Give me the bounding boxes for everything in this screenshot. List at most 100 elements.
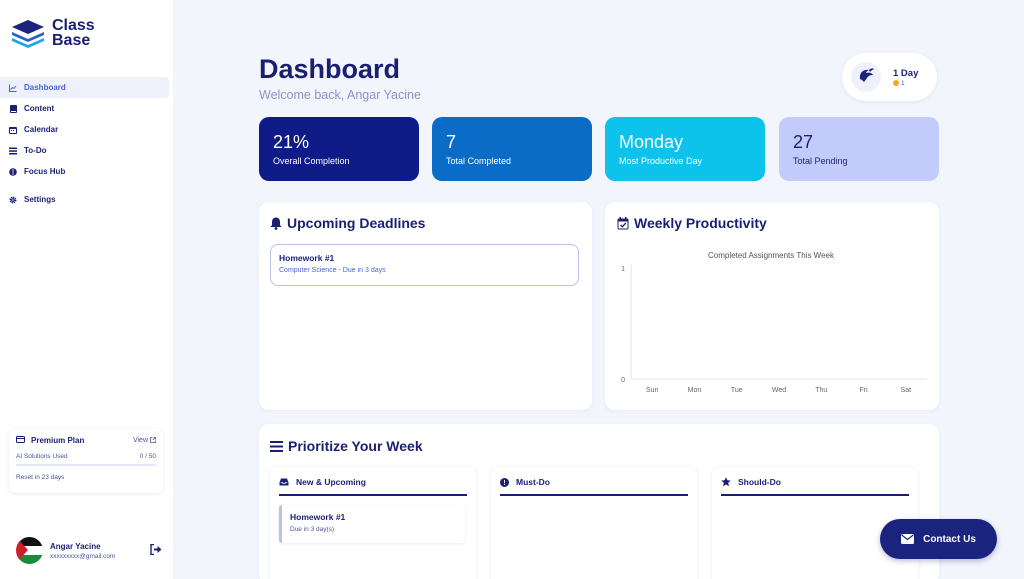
ai-usage-value: 0 / 50 bbox=[139, 453, 156, 460]
data-point bbox=[693, 378, 696, 381]
gear-icon bbox=[9, 196, 17, 204]
calendar-check-icon bbox=[617, 216, 629, 230]
data-point bbox=[735, 378, 738, 381]
task-subtitle: Due in 3 day(s) bbox=[290, 526, 335, 533]
premium-plan-card: Premium Plan View AI Solutions Used 0 / … bbox=[9, 429, 163, 493]
task-title: Homework #1 bbox=[290, 512, 346, 522]
deadlines-title: Upcoming Deadlines bbox=[287, 215, 426, 231]
brain-icon bbox=[9, 167, 17, 176]
stat-total-pending: 27 Total Pending bbox=[779, 117, 939, 181]
sidebar-item-label: Focus Hub bbox=[24, 167, 66, 176]
sidebar-item-label: Calendar bbox=[24, 125, 59, 134]
chart-title: Completed Assignments This Week bbox=[708, 251, 835, 260]
list-icon bbox=[9, 147, 17, 155]
x-tick-label: Wed bbox=[772, 387, 786, 394]
calendar-icon bbox=[9, 126, 17, 134]
column-new-upcoming: New & Upcoming Homework #1 Due in 3 day(… bbox=[270, 468, 476, 579]
sidebar-item-focus-hub[interactable]: Focus Hub bbox=[0, 161, 173, 182]
data-point bbox=[904, 378, 907, 381]
x-tick-label: Tue bbox=[731, 387, 743, 394]
stat-value: Monday bbox=[619, 132, 684, 152]
column-label: Must-Do bbox=[516, 477, 550, 487]
page-subtitle: Welcome back, Angar Yacine bbox=[259, 88, 421, 102]
plan-title: Premium Plan bbox=[31, 436, 85, 445]
x-tick-label: Sun bbox=[646, 387, 659, 394]
y-tick-label: 1 bbox=[621, 266, 625, 273]
app-logo[interactable]: Class Base bbox=[10, 17, 112, 49]
streak-coins: 1 bbox=[901, 79, 905, 87]
sidebar-item-label: Content bbox=[24, 104, 55, 113]
stat-most-productive-day: Monday Most Productive Day bbox=[605, 117, 765, 181]
prioritize-week-card: Prioritize Your Week New & Upcoming Home… bbox=[259, 424, 939, 579]
sidebar: Class Base Dashboard Content Calendar To… bbox=[0, 0, 173, 579]
sidebar-item-settings[interactable]: Settings bbox=[0, 189, 173, 210]
data-point bbox=[862, 378, 865, 381]
x-tick-label: Thu bbox=[815, 387, 827, 394]
stat-label: Most Productive Day bbox=[619, 156, 703, 166]
app-name: Class Base bbox=[52, 17, 95, 49]
x-tick-label: Sat bbox=[901, 387, 912, 394]
weekly-productivity-chart: Completed Assignments This Week 0 1 Sun Mon T… bbox=[621, 251, 927, 394]
stat-value: 21% bbox=[273, 132, 310, 152]
bell-icon bbox=[270, 217, 282, 230]
stat-value: 7 bbox=[446, 132, 457, 152]
logout-icon[interactable] bbox=[150, 542, 162, 560]
star-icon bbox=[721, 477, 731, 487]
data-point bbox=[778, 378, 781, 381]
contact-us-button[interactable]: Contact Us bbox=[880, 519, 997, 559]
data-point bbox=[820, 378, 823, 381]
plan-view-link[interactable]: View bbox=[132, 436, 156, 445]
sidebar-item-todo[interactable]: To-Do bbox=[0, 140, 173, 161]
streak-badge[interactable]: 1 Day 1 bbox=[842, 53, 937, 101]
stat-label: Total Completed bbox=[446, 156, 512, 166]
avatar[interactable] bbox=[16, 537, 43, 564]
column-label: New & Upcoming bbox=[296, 477, 366, 487]
exclamation-circle-icon bbox=[500, 477, 509, 487]
sidebar-item-dashboard[interactable]: Dashboard bbox=[0, 77, 169, 98]
sidebar-item-content[interactable]: Content bbox=[0, 98, 173, 119]
stat-total-completed: 7 Total Completed bbox=[432, 117, 592, 181]
plan-view-label: View bbox=[132, 437, 148, 444]
sidebar-item-label: Settings bbox=[24, 195, 56, 204]
hamburger-list-icon bbox=[270, 440, 283, 452]
x-tick-label: Mon bbox=[688, 387, 702, 394]
sidebar-nav: Dashboard Content Calendar To-Do Focus H… bbox=[0, 77, 173, 210]
column-must-do: Must-Do bbox=[491, 468, 697, 579]
deadline-title: Homework #1 bbox=[279, 253, 335, 263]
column-label: Should-Do bbox=[738, 477, 781, 487]
data-point bbox=[651, 378, 654, 381]
stat-label: Total Pending bbox=[793, 156, 848, 166]
sidebar-item-calendar[interactable]: Calendar bbox=[0, 119, 173, 140]
ai-usage-bar bbox=[16, 464, 156, 466]
contact-us-label: Contact Us bbox=[923, 533, 976, 545]
user-email: xxxxxxxxx@gmail.com bbox=[50, 552, 116, 560]
weekly-productivity-card: Weekly Productivity Completed Assignment… bbox=[605, 202, 939, 410]
credit-card-icon bbox=[16, 436, 25, 445]
plan-reset-label: Reset in 23 days bbox=[16, 474, 65, 481]
user-profile: Angar Yacine xxxxxxxxx@gmail.com bbox=[16, 537, 162, 564]
page-title: Dashboard bbox=[259, 54, 401, 84]
column-should-do: Should-Do bbox=[712, 468, 918, 579]
x-tick-label: Fri bbox=[859, 387, 868, 394]
sidebar-item-label: To-Do bbox=[24, 146, 47, 155]
upcoming-deadlines-card: Upcoming Deadlines Homework #1 Computer … bbox=[259, 202, 592, 410]
ai-usage-label: AI Solutions Used bbox=[16, 453, 68, 460]
streak-days: 1 Day bbox=[893, 67, 919, 79]
stat-label: Overall Completion bbox=[273, 156, 350, 166]
envelope-icon bbox=[901, 534, 915, 544]
user-name: Angar Yacine bbox=[50, 541, 101, 551]
chart-line-icon bbox=[9, 84, 17, 92]
book-icon bbox=[9, 104, 17, 113]
coin-icon bbox=[893, 80, 899, 86]
deadline-item[interactable]: Homework #1 Computer Science - Due in 3 … bbox=[270, 244, 579, 286]
y-tick-label: 0 bbox=[621, 377, 625, 384]
spartan-helmet-icon bbox=[857, 67, 875, 88]
sidebar-item-label: Dashboard bbox=[24, 83, 66, 92]
deadline-subtitle: Computer Science - Due in 3 days bbox=[279, 267, 386, 274]
weekly-title: Weekly Productivity bbox=[634, 215, 767, 231]
stat-value: 27 bbox=[793, 132, 814, 152]
stat-overall-completion: 21% Overall Completion bbox=[259, 117, 419, 181]
task-card[interactable]: Homework #1 Due in 3 day(s) bbox=[279, 505, 465, 543]
prioritize-title: Prioritize Your Week bbox=[288, 438, 423, 454]
layers-logo-icon bbox=[12, 20, 44, 48]
